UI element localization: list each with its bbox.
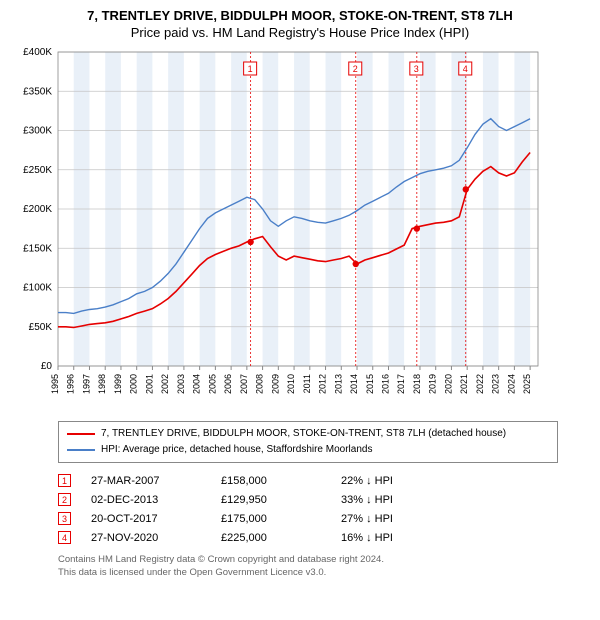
- svg-text:2000: 2000: [129, 374, 139, 394]
- svg-text:£200K: £200K: [23, 204, 52, 215]
- svg-text:2019: 2019: [428, 374, 438, 394]
- transaction-diff: 27% ↓ HPI: [341, 513, 441, 525]
- svg-text:2005: 2005: [207, 374, 217, 394]
- svg-text:£300K: £300K: [23, 126, 52, 137]
- svg-text:2009: 2009: [270, 374, 280, 394]
- svg-text:2004: 2004: [192, 374, 202, 394]
- legend-label: 7, TRENTLEY DRIVE, BIDDULPH MOOR, STOKE-…: [101, 426, 506, 442]
- svg-text:2013: 2013: [333, 374, 343, 394]
- svg-text:2023: 2023: [491, 374, 501, 394]
- svg-text:2003: 2003: [176, 374, 186, 394]
- chart: £0 £50K £100K £150K £200K £250K £300K £350K £400…: [10, 46, 590, 411]
- svg-text:2002: 2002: [160, 374, 170, 394]
- svg-text:2022: 2022: [475, 374, 485, 394]
- transaction-marker: 1: [58, 474, 71, 487]
- legend: 7, TRENTLEY DRIVE, BIDDULPH MOOR, STOKE-…: [58, 421, 558, 463]
- svg-text:2024: 2024: [506, 374, 516, 394]
- svg-text:2011: 2011: [302, 374, 312, 393]
- svg-text:2008: 2008: [255, 374, 265, 394]
- title-block: 7, TRENTLEY DRIVE, BIDDULPH MOOR, STOKE-…: [10, 8, 590, 40]
- transaction-row: 4 27-NOV-2020 £225,000 16% ↓ HPI: [58, 528, 558, 547]
- svg-text:2006: 2006: [223, 374, 233, 394]
- transaction-diff: 33% ↓ HPI: [341, 494, 441, 506]
- svg-text:2018: 2018: [412, 374, 422, 394]
- svg-text:1997: 1997: [81, 374, 91, 394]
- footer: Contains HM Land Registry data © Crown c…: [58, 553, 558, 580]
- title-address: 7, TRENTLEY DRIVE, BIDDULPH MOOR, STOKE-…: [10, 8, 590, 23]
- transaction-date: 02-DEC-2013: [91, 494, 201, 506]
- transactions-table: 1 27-MAR-2007 £158,000 22% ↓ HPI 2 02-DEC-201…: [58, 471, 558, 547]
- svg-text:1998: 1998: [97, 374, 107, 394]
- transaction-price: £175,000: [221, 513, 321, 525]
- svg-text:2012: 2012: [318, 374, 328, 394]
- svg-text:£150K: £150K: [23, 243, 52, 254]
- transaction-price: £225,000: [221, 532, 321, 544]
- legend-item: 7, TRENTLEY DRIVE, BIDDULPH MOOR, STOKE-…: [67, 426, 549, 442]
- legend-swatch: [67, 449, 95, 451]
- title-subtitle: Price paid vs. HM Land Registry's House …: [10, 25, 590, 40]
- transaction-diff: 16% ↓ HPI: [341, 532, 441, 544]
- svg-text:2: 2: [353, 64, 358, 74]
- footer-line1: Contains HM Land Registry data © Crown c…: [58, 553, 558, 566]
- svg-text:2007: 2007: [239, 374, 249, 394]
- transaction-price: £129,950: [221, 494, 321, 506]
- svg-text:2001: 2001: [144, 374, 154, 394]
- svg-text:£0: £0: [41, 361, 53, 372]
- svg-text:1996: 1996: [66, 374, 76, 394]
- footer-line2: This data is licensed under the Open Gov…: [58, 566, 558, 579]
- transaction-row: 3 20-OCT-2017 £175,000 27% ↓ HPI: [58, 509, 558, 528]
- transaction-diff: 22% ↓ HPI: [341, 475, 441, 487]
- svg-text:2016: 2016: [380, 374, 390, 394]
- svg-text:£400K: £400K: [23, 47, 52, 58]
- svg-text:2025: 2025: [522, 374, 532, 394]
- svg-text:1995: 1995: [50, 374, 60, 394]
- legend-swatch: [67, 433, 95, 435]
- transaction-marker: 3: [58, 512, 71, 525]
- svg-text:2021: 2021: [459, 374, 469, 394]
- transaction-marker: 2: [58, 493, 71, 506]
- transaction-date: 20-OCT-2017: [91, 513, 201, 525]
- svg-text:2020: 2020: [443, 374, 453, 394]
- transaction-row: 2 02-DEC-2013 £129,950 33% ↓ HPI: [58, 490, 558, 509]
- svg-text:2015: 2015: [365, 374, 375, 394]
- transaction-marker: 4: [58, 531, 71, 544]
- svg-text:2014: 2014: [349, 374, 359, 394]
- svg-text:£350K: £350K: [23, 86, 52, 97]
- svg-text:1999: 1999: [113, 374, 123, 394]
- chart-container: 7, TRENTLEY DRIVE, BIDDULPH MOOR, STOKE-…: [0, 0, 600, 590]
- svg-text:1: 1: [248, 64, 253, 74]
- legend-item: HPI: Average price, detached house, Staf…: [67, 442, 549, 458]
- svg-text:3: 3: [414, 64, 419, 74]
- legend-label: HPI: Average price, detached house, Staf…: [101, 442, 372, 458]
- svg-text:2017: 2017: [396, 374, 406, 394]
- transaction-price: £158,000: [221, 475, 321, 487]
- svg-text:£100K: £100K: [23, 283, 52, 294]
- transaction-date: 27-MAR-2007: [91, 475, 201, 487]
- chart-svg: £0 £50K £100K £150K £200K £250K £300K £350K £400…: [10, 46, 550, 406]
- svg-text:4: 4: [463, 64, 468, 74]
- transaction-row: 1 27-MAR-2007 £158,000 22% ↓ HPI: [58, 471, 558, 490]
- svg-text:£50K: £50K: [29, 322, 53, 333]
- svg-text:£250K: £250K: [23, 165, 52, 176]
- transaction-date: 27-NOV-2020: [91, 532, 201, 544]
- svg-text:2010: 2010: [286, 374, 296, 394]
